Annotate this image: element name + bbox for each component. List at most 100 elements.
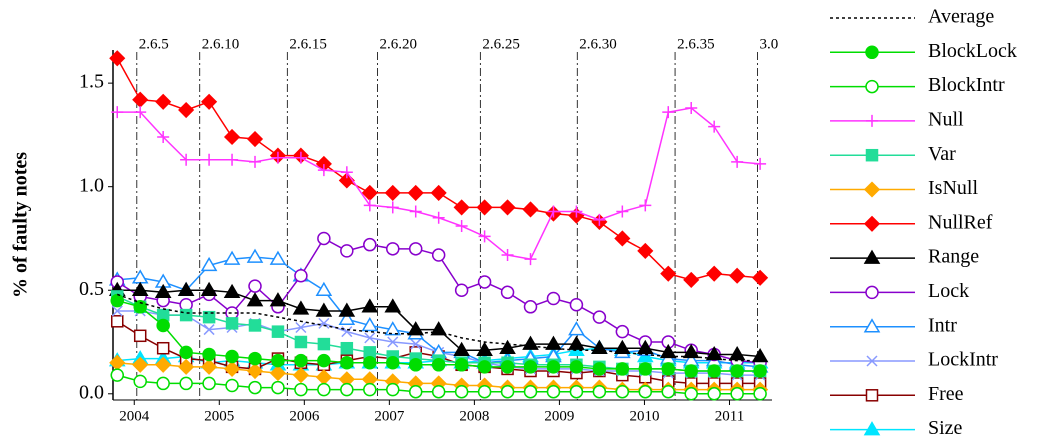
legend-marker — [865, 45, 879, 60]
legend-label: Lock — [928, 280, 969, 302]
marker — [615, 384, 630, 399]
legend-entry: LockIntr — [830, 349, 998, 371]
marker — [753, 387, 767, 401]
marker — [361, 316, 379, 332]
marker — [177, 281, 195, 296]
marker — [569, 360, 584, 374]
marker — [386, 355, 400, 370]
marker — [477, 360, 492, 374]
marker — [179, 345, 193, 360]
marker — [661, 384, 676, 399]
marker — [615, 324, 630, 339]
legend-marker — [863, 181, 881, 198]
marker — [111, 315, 124, 328]
marker — [685, 101, 698, 114]
marker — [706, 265, 723, 282]
marker — [294, 268, 308, 283]
marker — [569, 384, 584, 399]
marker — [317, 337, 331, 351]
marker — [453, 199, 470, 216]
marker — [363, 382, 377, 397]
marker — [636, 339, 654, 354]
marker — [592, 362, 607, 376]
marker — [568, 335, 585, 350]
marker — [248, 319, 262, 332]
marker — [340, 166, 353, 179]
marker — [659, 343, 677, 359]
marker — [408, 242, 423, 256]
marker — [430, 321, 447, 336]
legend-entry: Var — [830, 143, 956, 165]
series-line — [116, 293, 761, 362]
version-label: 2.6.35 — [677, 36, 715, 52]
marker — [156, 318, 170, 333]
marker — [203, 153, 216, 166]
marker — [430, 184, 447, 201]
marker — [546, 360, 561, 374]
marker — [223, 250, 241, 265]
marker — [431, 248, 446, 262]
legend-entry: Lock — [830, 280, 969, 302]
marker — [201, 93, 218, 110]
marker — [133, 329, 147, 343]
marker — [454, 283, 469, 297]
legend-label: Intr — [928, 314, 957, 336]
marker — [201, 358, 218, 375]
marker — [294, 335, 308, 349]
marker — [728, 345, 746, 361]
marker — [477, 384, 492, 399]
marker — [295, 321, 307, 334]
marker — [384, 298, 402, 313]
legend-label: Range — [928, 246, 979, 268]
x-tick-label: 2006 — [289, 408, 320, 424]
legend-label: Size — [928, 417, 963, 438]
marker — [249, 155, 262, 168]
legend-entry: Size — [830, 417, 963, 438]
marker — [524, 253, 537, 266]
marker — [202, 347, 216, 362]
marker — [591, 339, 608, 354]
marker — [154, 283, 172, 299]
marker — [730, 364, 744, 378]
version-label: 2.6.15 — [289, 36, 327, 52]
series — [110, 293, 767, 378]
marker — [131, 269, 149, 284]
legend-entry: Range — [830, 246, 979, 268]
marker — [179, 376, 193, 391]
marker — [500, 384, 515, 399]
marker — [202, 376, 216, 391]
marker — [317, 231, 331, 246]
legend-label: Null — [928, 108, 964, 130]
marker — [592, 384, 607, 399]
marker — [408, 384, 423, 399]
marker — [523, 384, 538, 399]
marker — [431, 358, 446, 372]
marker — [131, 281, 149, 296]
version-label: 2.6.5 — [139, 36, 169, 52]
marker — [707, 364, 721, 378]
marker — [684, 387, 698, 401]
marker — [200, 281, 218, 296]
y-tick-label: 1.0 — [79, 174, 104, 196]
legend-label: Average — [928, 6, 994, 28]
series — [108, 281, 769, 363]
marker — [545, 335, 562, 350]
legend-marker — [865, 285, 879, 300]
legend-entry: Free — [830, 383, 964, 405]
legend-marker — [865, 389, 879, 402]
marker — [246, 248, 264, 263]
legend-marker — [863, 318, 881, 333]
marker — [109, 50, 126, 67]
marker — [570, 205, 583, 218]
marker — [408, 358, 423, 372]
marker — [292, 300, 310, 315]
marker — [753, 364, 767, 378]
legend-label: Free — [928, 383, 964, 405]
marker — [410, 338, 422, 350]
y-axis-label: % of faulty notes — [10, 152, 32, 298]
y-tick-label: 0.0 — [79, 381, 104, 403]
marker — [637, 242, 654, 259]
x-tick-label: 2008 — [459, 408, 489, 424]
series — [110, 368, 767, 401]
marker — [269, 292, 287, 307]
